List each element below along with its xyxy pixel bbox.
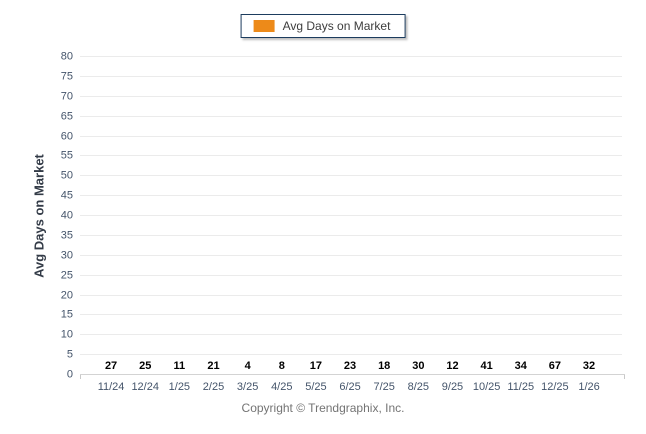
bar-value-label: 11: [173, 360, 186, 372]
x-tick-label: 3/25: [236, 381, 259, 393]
bar-value-label: 25: [139, 360, 152, 372]
y-tick-label: 65: [60, 110, 73, 123]
x-tick-label: 7/25: [373, 381, 395, 393]
x-axis-line: [80, 374, 625, 375]
y-tick-label: 0: [66, 368, 73, 381]
axis-tick-right: [624, 375, 625, 379]
x-tick-label: 8/25: [407, 381, 430, 393]
y-tick-label: 30: [60, 249, 73, 262]
x-tick-label: 6/25: [339, 381, 361, 393]
bar-value-label: 8: [278, 360, 285, 372]
x-tick-label: 11/25: [507, 381, 535, 393]
x-tick-label: 4/25: [271, 381, 293, 393]
y-tick-label: 5: [66, 348, 73, 361]
x-tick-label: 11/24: [97, 381, 125, 393]
y-tick-label: 60: [60, 130, 73, 142]
y-tick-label: 75: [60, 70, 73, 83]
legend: Avg Days on Market: [240, 14, 406, 38]
x-tick-label: 1/25: [168, 381, 191, 393]
copyright-text: Copyright © Trendgraphix, Inc.: [241, 401, 405, 415]
y-tick-label: 10: [60, 328, 73, 341]
grid-line: [80, 95, 622, 97]
grid-line: [80, 56, 622, 57]
x-tick-label: 12/24: [131, 381, 159, 393]
bar-value-label: 67: [548, 360, 562, 372]
bar-value-label: 12: [446, 360, 459, 372]
y-tick-label: 25: [60, 269, 73, 282]
y-tick-label: 40: [60, 209, 73, 222]
bar-value-label: 41: [480, 360, 493, 372]
legend-swatch-icon: [253, 20, 275, 32]
bar-value-label: 18: [378, 360, 391, 372]
y-tick-label: 50: [60, 169, 73, 182]
bars-row: 27 25 11 21 4 8 17 23 18 30 12 41 34 67 32: [94, 57, 606, 375]
legend-label: Avg Days on Market: [282, 19, 391, 33]
x-tick-label: 10/25: [472, 381, 501, 393]
plot-area: 0 5 10 15 20 25 30 35 40 45 50 55 60 65 70 75 80 27 25 11 2…: [61, 51, 625, 393]
y-tick-label: 15: [60, 308, 73, 321]
grid-line: [80, 75, 622, 77]
y-tick-label: 45: [60, 189, 73, 202]
axis-tick-left: [80, 375, 81, 379]
grid-line: [80, 274, 622, 276]
grid-line: [80, 254, 622, 256]
grid-line: [80, 354, 622, 356]
grid-line: [80, 115, 622, 117]
bar-value-label: 4: [244, 360, 251, 372]
bar-value-label: 17: [309, 360, 323, 372]
grid-line: [80, 334, 622, 336]
y-tick-label: 55: [60, 149, 73, 162]
y-tick-label: 80: [60, 50, 73, 63]
y-tick-label: 35: [60, 229, 73, 242]
x-tick-label: 5/25: [305, 381, 327, 393]
gridlines-layer: [80, 56, 622, 375]
bar-value-label: 27: [104, 360, 118, 372]
bar-value-label: 23: [343, 360, 357, 372]
bar-value-label: 30: [412, 360, 425, 372]
grid-line: [80, 294, 622, 296]
x-tick-label: 2/25: [202, 381, 225, 393]
x-tick-label: 9/25: [441, 381, 464, 393]
bar-value-label: 21: [207, 360, 220, 372]
bar-value-label: 34: [514, 360, 527, 372]
grid-line: [80, 234, 622, 236]
grid-line: [80, 135, 622, 137]
y-axis-title: Avg Days on Market: [31, 154, 47, 278]
grid-line: [80, 175, 622, 177]
y-tick-labels: 0 5 10 15 20 25 30 35 40 45 50 55 60 65 70 75 80: [61, 51, 622, 380]
grid-line: [80, 195, 622, 197]
x-tick-labels: 11/24 12/24 1/25 2/25 3/25 4/25 5/25 6/25 7/25 8/…: [94, 381, 606, 393]
grid-line: [80, 155, 622, 157]
y-tick-label: 20: [60, 289, 73, 301]
grid-line: [80, 215, 622, 216]
y-tick-label: 70: [60, 90, 73, 103]
x-tick-label: 12/25: [541, 381, 569, 393]
bar-value-label: 32: [582, 360, 596, 372]
grid-line: [80, 314, 622, 316]
x-tick-label: 1/26: [578, 381, 600, 393]
